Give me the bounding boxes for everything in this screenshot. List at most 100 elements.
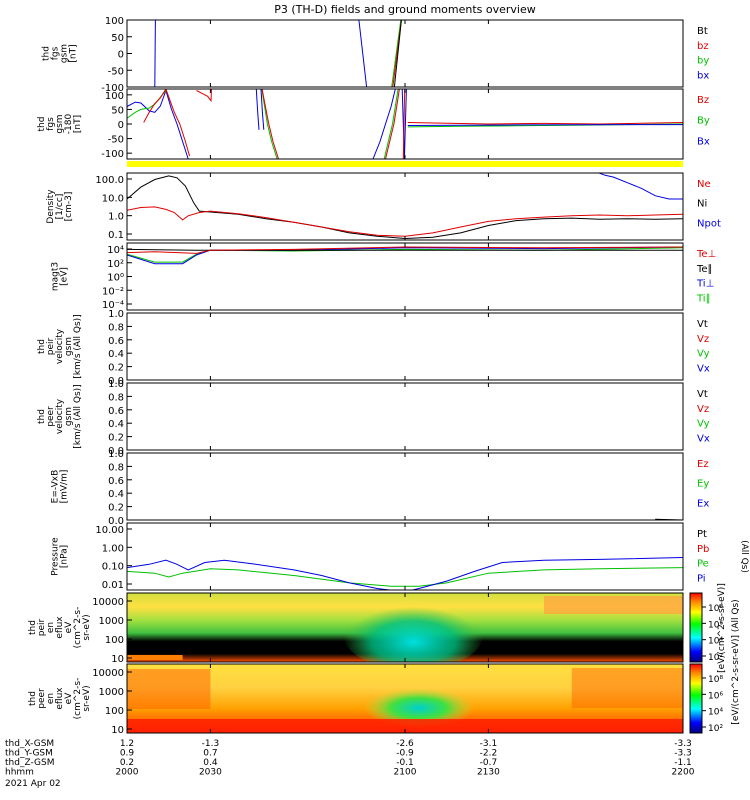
colorbar-tick-label: 10² xyxy=(708,653,723,663)
y-axis-label: peer xyxy=(46,406,56,427)
x-axis-value: -1.3 xyxy=(202,739,220,749)
x-axis-value: 0.9 xyxy=(120,749,135,759)
y-axis-label: thd xyxy=(28,691,38,706)
series-line-by xyxy=(391,20,402,87)
series-line-Bz xyxy=(402,89,406,159)
y-axis-label: gsm xyxy=(60,44,70,63)
x-axis-value: -0.7 xyxy=(480,758,498,768)
panel-4-frame xyxy=(126,242,684,311)
y-tick-label: 0.1 xyxy=(108,230,124,241)
legend-entry: by xyxy=(697,56,709,67)
x-axis-value: 0.7 xyxy=(203,749,217,759)
y-tick-label: 10⁴ xyxy=(107,245,124,256)
series-line-Ni xyxy=(127,175,683,240)
x-axis-value: -0.9 xyxy=(396,749,414,759)
x-axis-value: 2200 xyxy=(672,768,695,778)
x-axis-value: 2030 xyxy=(199,768,222,778)
colorbar-tick-label: 10² xyxy=(708,724,723,734)
y-tick-label: 1.0 xyxy=(108,449,124,460)
series-line-Ne xyxy=(127,206,683,237)
x-axis-value: 1.2 xyxy=(120,739,134,749)
x-axis-value: 0.2 xyxy=(120,758,134,768)
series-line-Pe xyxy=(127,567,683,587)
y-tick-label: 0.2 xyxy=(108,503,124,514)
series-line-Bx xyxy=(407,124,683,126)
x-axis-value: -3.3 xyxy=(674,749,692,759)
series-line-Bz xyxy=(196,89,212,103)
y-tick-label: 0.4 xyxy=(108,419,124,430)
y-axis-label: thd xyxy=(37,339,47,354)
panel-6-frame xyxy=(126,382,684,451)
legend-entry: Ey xyxy=(697,479,709,490)
y-tick-label: 0.8 xyxy=(108,462,124,473)
series-line-Bx xyxy=(255,89,260,130)
y-axis-label: thd xyxy=(28,620,38,635)
y-axis-label: [cm-3] xyxy=(64,192,74,222)
y-axis-label: magt3 xyxy=(51,262,61,291)
legend-entry: Pt xyxy=(697,529,707,540)
y-tick-label: 100 xyxy=(105,635,124,646)
y-tick-label: 1.00 xyxy=(102,543,124,554)
legend-entry: Vz xyxy=(697,334,709,345)
y-tick-label: -100 xyxy=(101,149,124,160)
spectrogram-blob xyxy=(363,688,474,728)
y-axis-label: [nT] xyxy=(69,44,79,62)
x-axis-row-label: thd_X-GSM xyxy=(5,739,54,749)
y-tick-label: 1000 xyxy=(99,616,124,627)
y-axis-label: -180 xyxy=(64,114,74,135)
y-axis-label: E=-VxB xyxy=(51,470,61,504)
series-line-Bx xyxy=(260,89,265,130)
y-axis-label: (cm^2-s- xyxy=(73,678,83,720)
y-tick-label: 0.2 xyxy=(108,433,124,444)
y-axis-label: gsm xyxy=(64,337,74,356)
legend-entry: Vz xyxy=(697,404,709,415)
colorbar-tick-label: 10⁶ xyxy=(708,620,723,630)
x-axis-row-label: hhmm xyxy=(5,768,34,778)
x-axis-value: 0.4 xyxy=(203,758,218,768)
x-axis-value: -1.1 xyxy=(674,758,692,768)
panel-9-spectrogram xyxy=(127,593,683,662)
legend-entry: Ni xyxy=(697,199,707,210)
y-tick-label: 10⁻⁴ xyxy=(102,300,124,311)
y-axis-label: eV xyxy=(64,692,74,705)
y-tick-label: 0.4 xyxy=(108,489,124,500)
panel-7-frame xyxy=(126,452,684,521)
y-axis-label: [nT] xyxy=(73,115,83,133)
legend-entry: Ez xyxy=(697,459,709,470)
y-axis-label: thd xyxy=(42,46,52,61)
y-axis-label: sr-eV) xyxy=(82,685,92,711)
legend-entry: Bz xyxy=(697,95,709,106)
y-axis-label: peir xyxy=(37,618,47,636)
panel-5-frame xyxy=(126,312,684,381)
series-line-Pi xyxy=(127,557,683,590)
y-tick-label: 0.0 xyxy=(108,376,124,387)
y-tick-label: 1.0 xyxy=(108,212,124,223)
y-tick-label: 10000 xyxy=(92,597,124,608)
legend-entry: Vt xyxy=(697,319,708,330)
series-line-By xyxy=(127,90,167,119)
y-tick-label: 10.0 xyxy=(102,193,124,204)
legend-entry: bx xyxy=(697,70,709,81)
series-line-Bz xyxy=(385,89,400,159)
y-tick-label: 10 xyxy=(111,654,124,665)
panel-8-frame xyxy=(126,522,684,591)
spectrogram-band xyxy=(544,596,683,614)
panel-2-series xyxy=(127,89,683,159)
legend-entry: Vx xyxy=(697,363,710,374)
y-tick-label: 100 xyxy=(105,91,124,102)
y-axis-label: eflux xyxy=(55,616,65,639)
legend-entry: Pe xyxy=(697,559,709,570)
y-tick-label: 100.0 xyxy=(95,175,124,186)
y-tick-label: 0.2 xyxy=(108,363,124,374)
legend-entry: Te⊥ xyxy=(696,249,716,260)
panel-8-series xyxy=(127,557,683,590)
legend-entry: By xyxy=(697,116,710,127)
panel-9-colorbar xyxy=(689,592,703,663)
panel-4-series xyxy=(127,246,683,265)
series-line-Bx xyxy=(127,89,189,159)
legend-entry: Vt xyxy=(697,389,708,400)
panel-3-series xyxy=(127,173,683,240)
y-axis-label: fgs xyxy=(46,117,56,131)
x-axis-value: -0.1 xyxy=(396,758,414,768)
panel-1-series xyxy=(154,20,402,87)
